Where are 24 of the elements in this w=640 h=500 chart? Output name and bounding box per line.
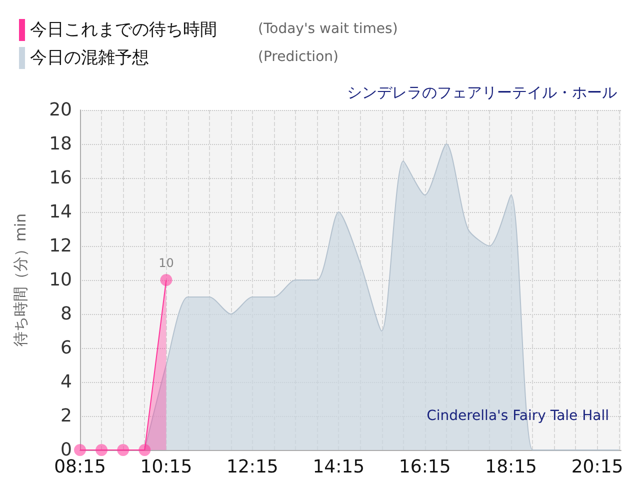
legend-label: 今日の混雑予想 bbox=[30, 48, 149, 68]
data-label: 10 bbox=[158, 256, 174, 270]
y-tick-label: 12 bbox=[49, 236, 72, 256]
y-tick-label: 16 bbox=[49, 168, 72, 188]
y-axis-title: 待ち時間（分）min bbox=[12, 213, 30, 347]
x-tick-label: 20:15 bbox=[571, 456, 624, 478]
chart-title: シンデレラのフェアリーテイル・ホール bbox=[347, 84, 617, 102]
text: Cinderella's Fairy Tale Hall bbox=[426, 408, 610, 424]
legend-label: 今日これまでの待ち時間 bbox=[30, 20, 217, 40]
x-tick-label: 10:15 bbox=[140, 456, 192, 478]
y-tick-label: 14 bbox=[49, 202, 72, 222]
text: (Prediction) bbox=[258, 49, 338, 65]
x-tick-label: 16:15 bbox=[398, 456, 451, 478]
y-tick-label: 6 bbox=[60, 338, 72, 358]
x-tick-label: 14:15 bbox=[312, 456, 365, 478]
y-tick-label: 20 bbox=[49, 100, 72, 120]
y-tick-label: 4 bbox=[60, 372, 72, 392]
y-tick-label: 10 bbox=[49, 270, 72, 290]
y-tick-label: 8 bbox=[60, 304, 72, 324]
x-tick-label: 18:15 bbox=[485, 456, 538, 478]
y-tick-label: 18 bbox=[49, 134, 72, 154]
x-tick-label: 12:15 bbox=[226, 456, 278, 478]
text: (Today's wait times) bbox=[258, 21, 398, 37]
y-tick-label: 2 bbox=[60, 406, 72, 426]
